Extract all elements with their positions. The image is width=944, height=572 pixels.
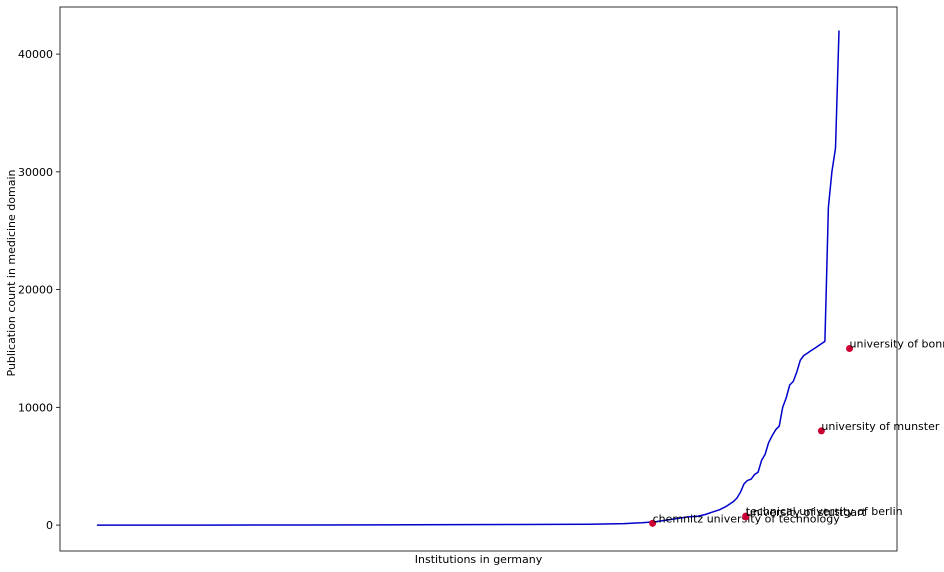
annotation-marker — [649, 519, 657, 527]
x-axis-label: Institutions in germany — [415, 553, 543, 566]
annotation-label: university of bonn — [850, 337, 944, 350]
series-line — [96, 30, 840, 526]
plot-area — [59, 6, 898, 552]
annotation-layer: chemnitz university of technologytechnic… — [649, 337, 944, 527]
annotation-marker — [846, 344, 854, 352]
plot-frame — [59, 6, 898, 552]
annotation-label: university of munster — [821, 420, 939, 433]
annotation-label: technical university of berlin — [746, 505, 903, 518]
y-axis-label: Publication count in medicine domain — [5, 169, 18, 376]
series-layer — [96, 30, 840, 526]
y-tick-label: 30000 — [18, 166, 53, 179]
y-tick-label: 20000 — [18, 284, 53, 297]
y-axis: 0 10000 20000 30000 40000 — [18, 48, 60, 532]
y-tick-label: 0 — [46, 519, 53, 532]
y-tick-label: 40000 — [18, 48, 53, 61]
annotation-marker — [742, 513, 750, 521]
y-tick-label: 10000 — [18, 401, 53, 414]
annotation-marker — [817, 427, 825, 435]
annotation-label: university of stuttgart — [746, 506, 867, 519]
